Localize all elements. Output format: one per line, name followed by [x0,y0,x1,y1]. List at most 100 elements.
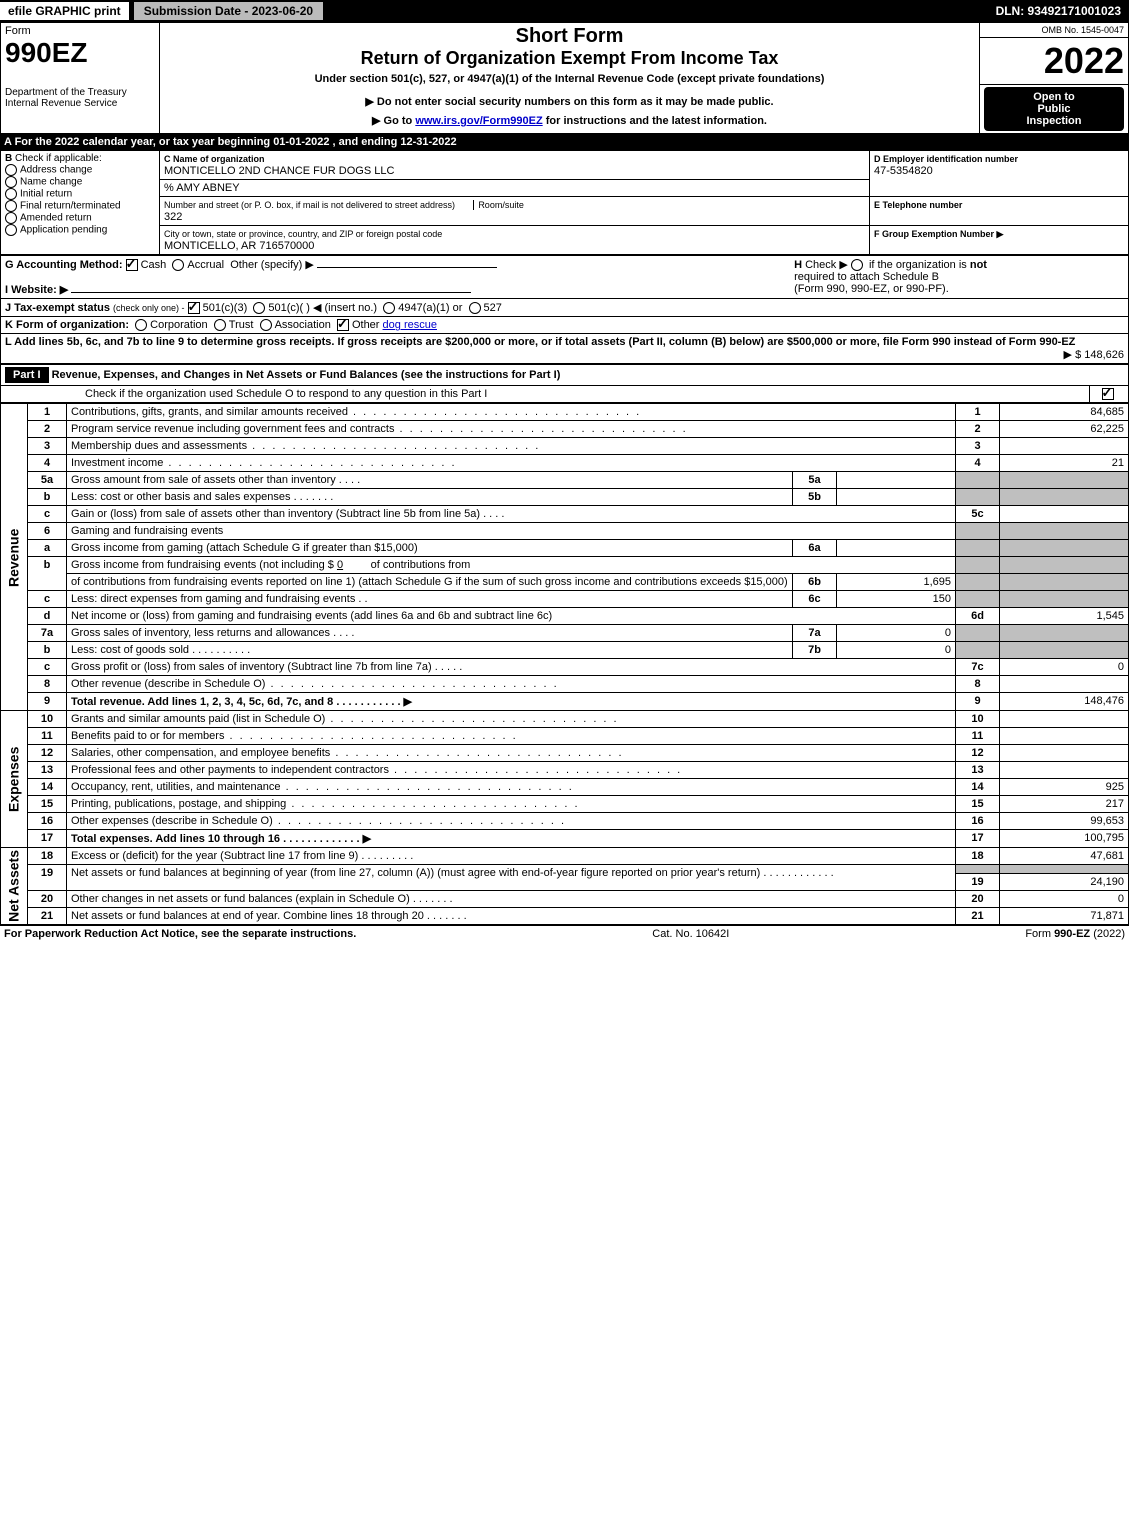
k-assoc-radio[interactable] [260,319,272,331]
org-name: MONTICELLO 2ND CHANCE FUR DOGS LLC [164,165,394,177]
l-text: L Add lines 5b, 6c, and 7b to line 9 to … [5,336,1075,348]
short-form-label: Short Form [164,25,975,48]
lines-table: Revenue 1 Contributions, gifts, grants, … [0,403,1129,925]
l6b-gray4 [1000,574,1129,591]
k-label: K Form of organization: [5,319,129,331]
l6c-desc: Less: direct expenses from gaming and fu… [71,593,355,605]
j-4947: 4947(a)(1) or [398,302,462,314]
l4-desc: Investment income [71,457,163,469]
care-of-cell: % AMY ABNEY [160,180,870,197]
k-trust-radio[interactable] [214,319,226,331]
l7a-num: 7a [28,625,67,642]
footer-right: Form 990-EZ (2022) [1025,928,1125,940]
final-return-radio[interactable] [5,200,17,212]
dots-icon [394,423,687,435]
l-amount: ▶ $ 148,626 [1064,348,1124,361]
dln-number: DLN: 93492171001023 [996,4,1129,18]
l16-rnum: 16 [956,813,1000,830]
l6-gray [956,523,1000,540]
l6b-num: b [28,557,67,591]
city-cell: City or town, state or province, country… [160,226,870,255]
dots-icon [286,798,579,810]
website-blank[interactable] [71,292,471,293]
l7c-desc: Gross profit or (loss) from sales of inv… [71,661,432,673]
part1-label: Part I [5,367,49,383]
l11-num: 11 [28,728,67,745]
l6c-mval: 150 [837,591,956,608]
l6b-desc1: Gross income from fundraising events (no… [71,559,334,571]
c-label: C Name of organization [164,154,265,164]
opt-pending: Application pending [20,225,107,236]
l20-desc: Other changes in net assets or fund bala… [71,893,410,905]
dept-irs: Internal Revenue Service [5,98,155,109]
name-change-radio[interactable] [5,176,17,188]
l6b-gray [956,557,1000,574]
j-4947-radio[interactable] [383,302,395,314]
k-corp-radio[interactable] [135,319,147,331]
l7a-mval: 0 [837,625,956,642]
l5a-mval [837,472,956,489]
l13-rnum: 13 [956,762,1000,779]
g-other: Other (specify) ▶ [230,259,314,271]
g-cell: G Accounting Method: Cash Accrual Other … [1,256,791,299]
j-sub: (check only one) - [113,303,185,313]
footer-right-post: (2022) [1090,928,1125,940]
l21-rnum: 21 [956,908,1000,925]
footer-right-pre: Form [1025,928,1054,940]
j-501c3: 501(c)(3) [203,302,248,314]
l18-desc: Excess or (deficit) for the year (Subtra… [71,850,358,862]
dots-icon [163,457,456,469]
l9-num: 9 [28,693,67,711]
inspect-line2: Public [990,103,1118,115]
j-501c-radio[interactable] [253,302,265,314]
l6b-mval: 1,695 [837,574,956,591]
l2-rnum: 2 [956,421,1000,438]
l7b-num: b [28,642,67,659]
form-number: 990EZ [5,37,155,69]
l6a-num: a [28,540,67,557]
main-title: Return of Organization Exempt From Incom… [164,48,975,69]
part1-title: Revenue, Expenses, and Changes in Net As… [52,369,561,381]
part1-checkbox[interactable] [1102,388,1114,400]
inspect-line3: Inspection [990,115,1118,127]
h-radio[interactable] [851,259,863,271]
j-501c: 501(c)( ) ◀ (insert no.) [268,302,377,314]
opt-addr: Address change [20,165,92,176]
irs-link[interactable]: www.irs.gov/Form990EZ [415,115,542,127]
l9-rnum: 9 [956,693,1000,711]
l20-val: 0 [1000,891,1129,908]
footer-bar: For Paperwork Reduction Act Notice, see … [0,925,1129,942]
k-other-check[interactable] [337,319,349,331]
initial-return-radio[interactable] [5,188,17,200]
l7a-desc: Gross sales of inventory, less returns a… [71,627,330,639]
g-other-blank[interactable] [317,267,497,268]
form-word: Form [5,25,155,37]
app-pending-radio[interactable] [5,224,17,236]
l6-gray2 [1000,523,1129,540]
top-bar: efile GRAPHIC print Submission Date - 20… [0,0,1129,22]
accrual-radio[interactable] [172,259,184,271]
form-990ez-page: efile GRAPHIC print Submission Date - 20… [0,0,1129,942]
dots-icon [281,781,574,793]
amended-return-radio[interactable] [5,212,17,224]
l12-num: 12 [28,745,67,762]
header-block: Form 990EZ Short Form Return of Organiza… [0,22,1129,134]
j-501c3-check[interactable] [188,302,200,314]
l8-val [1000,676,1129,693]
cash-checkbox[interactable] [126,259,138,271]
l19-gray2 [1000,865,1129,874]
l6-num: 6 [28,523,67,540]
submission-date: Submission Date - 2023-06-20 [133,1,324,21]
k-other: Other [352,319,380,331]
l13-num: 13 [28,762,67,779]
dots-icon [348,406,641,418]
k-other-value[interactable]: dog rescue [383,319,437,331]
l13-val [1000,762,1129,779]
l5a-gray [956,472,1000,489]
l19-num: 19 [28,865,67,891]
l20-num: 20 [28,891,67,908]
addr-change-radio[interactable] [5,164,17,176]
k-trust: Trust [229,319,254,331]
j-527-radio[interactable] [469,302,481,314]
l6d-num: d [28,608,67,625]
